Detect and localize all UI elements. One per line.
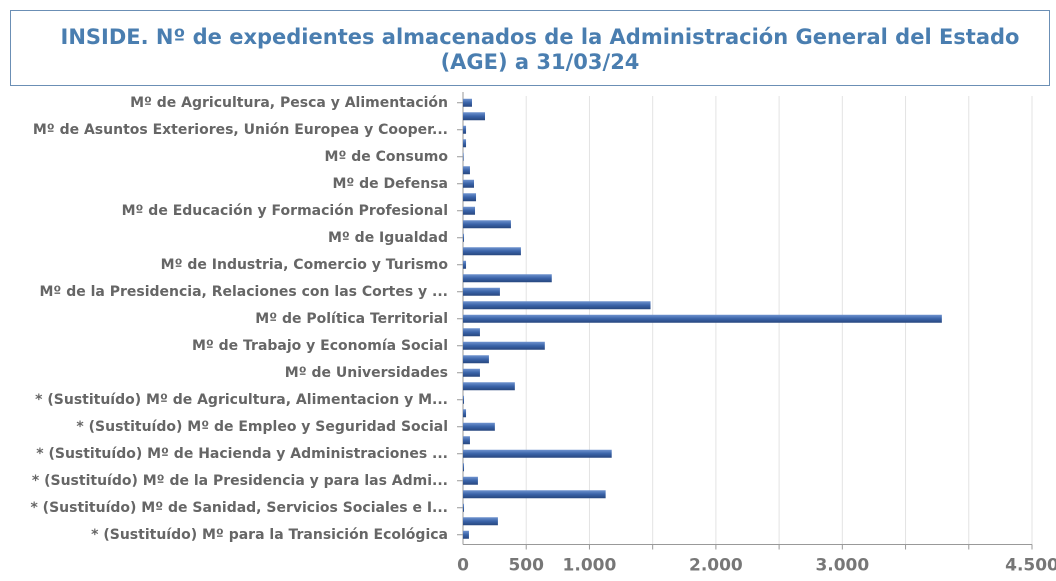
bar	[463, 193, 477, 202]
chart-title: (AGE) a 31/03/24	[441, 50, 640, 74]
y-tick-label: Mº de Industria, Comercio y Turismo	[161, 257, 449, 273]
bar	[463, 274, 552, 283]
x-tick-label: 1.000	[563, 556, 617, 576]
bar	[463, 476, 478, 485]
bar	[463, 112, 486, 121]
chart-title: INSIDE. Nº de expedientes almacenados de…	[61, 25, 1020, 49]
bar	[463, 260, 467, 269]
y-tick-label: Mº de Educación y Formación Profesional	[122, 203, 448, 219]
y-tick-label: Mº de Consumo	[325, 149, 449, 165]
bar	[463, 395, 465, 404]
bar	[463, 530, 469, 539]
bar	[463, 179, 475, 188]
x-tick-label: 3.000	[815, 556, 869, 576]
bar	[463, 152, 464, 161]
bar	[463, 247, 521, 256]
x-tick-label: 4.500	[1005, 556, 1056, 576]
bar	[463, 422, 495, 431]
bar	[463, 287, 500, 296]
bar	[463, 503, 465, 512]
bar	[463, 125, 467, 134]
bar	[463, 98, 472, 107]
title-box	[10, 10, 1050, 86]
bar	[463, 314, 942, 323]
bar	[463, 233, 465, 242]
x-tick-label: 500	[508, 556, 544, 576]
y-tick-label: * (Sustituído) Mº de Hacienda y Administ…	[36, 446, 448, 462]
y-tick-label: * (Sustituído) Mº de Empleo y Seguridad …	[76, 419, 448, 435]
y-tick-label: * (Sustituído) Mº de la Presidencia y pa…	[32, 473, 448, 489]
x-tick-label: 0	[457, 556, 469, 576]
y-tick-label: Mº de Igualdad	[328, 230, 448, 246]
bar	[463, 463, 465, 472]
y-tick-label: * (Sustituído) Mº para la Transición Eco…	[91, 527, 448, 543]
y-tick-label: Mº de Defensa	[332, 176, 448, 192]
bar	[463, 368, 480, 377]
bar	[463, 139, 467, 148]
y-tick-label: * (Sustituído) Mº de Agricultura, Alimen…	[35, 392, 448, 408]
bar	[463, 301, 651, 310]
bar	[463, 328, 480, 337]
bar	[463, 449, 612, 458]
y-tick-label: Mº de Universidades	[285, 365, 448, 381]
bar	[463, 436, 470, 445]
y-tick-label: Mº de Trabajo y Economía Social	[192, 338, 448, 354]
y-tick-label: Mº de Asuntos Exteriores, Unión Europea …	[33, 122, 448, 138]
bar	[463, 220, 511, 229]
bar	[463, 517, 498, 526]
bar	[463, 341, 545, 350]
bar	[463, 166, 470, 175]
bar	[463, 409, 467, 418]
y-tick-label: Mº de Agricultura, Pesca y Alimentación	[130, 95, 448, 111]
bar	[463, 355, 489, 364]
y-tick-label: Mº de Política Territorial	[255, 311, 448, 327]
y-tick-label: Mº de la Presidencia, Relaciones con las…	[40, 284, 449, 300]
bar	[463, 382, 515, 391]
y-tick-label: * (Sustituído) Mº de Sanidad, Servicios …	[30, 500, 448, 516]
bar	[463, 206, 476, 215]
x-tick-label: 2.000	[689, 556, 743, 576]
bar	[463, 490, 606, 499]
